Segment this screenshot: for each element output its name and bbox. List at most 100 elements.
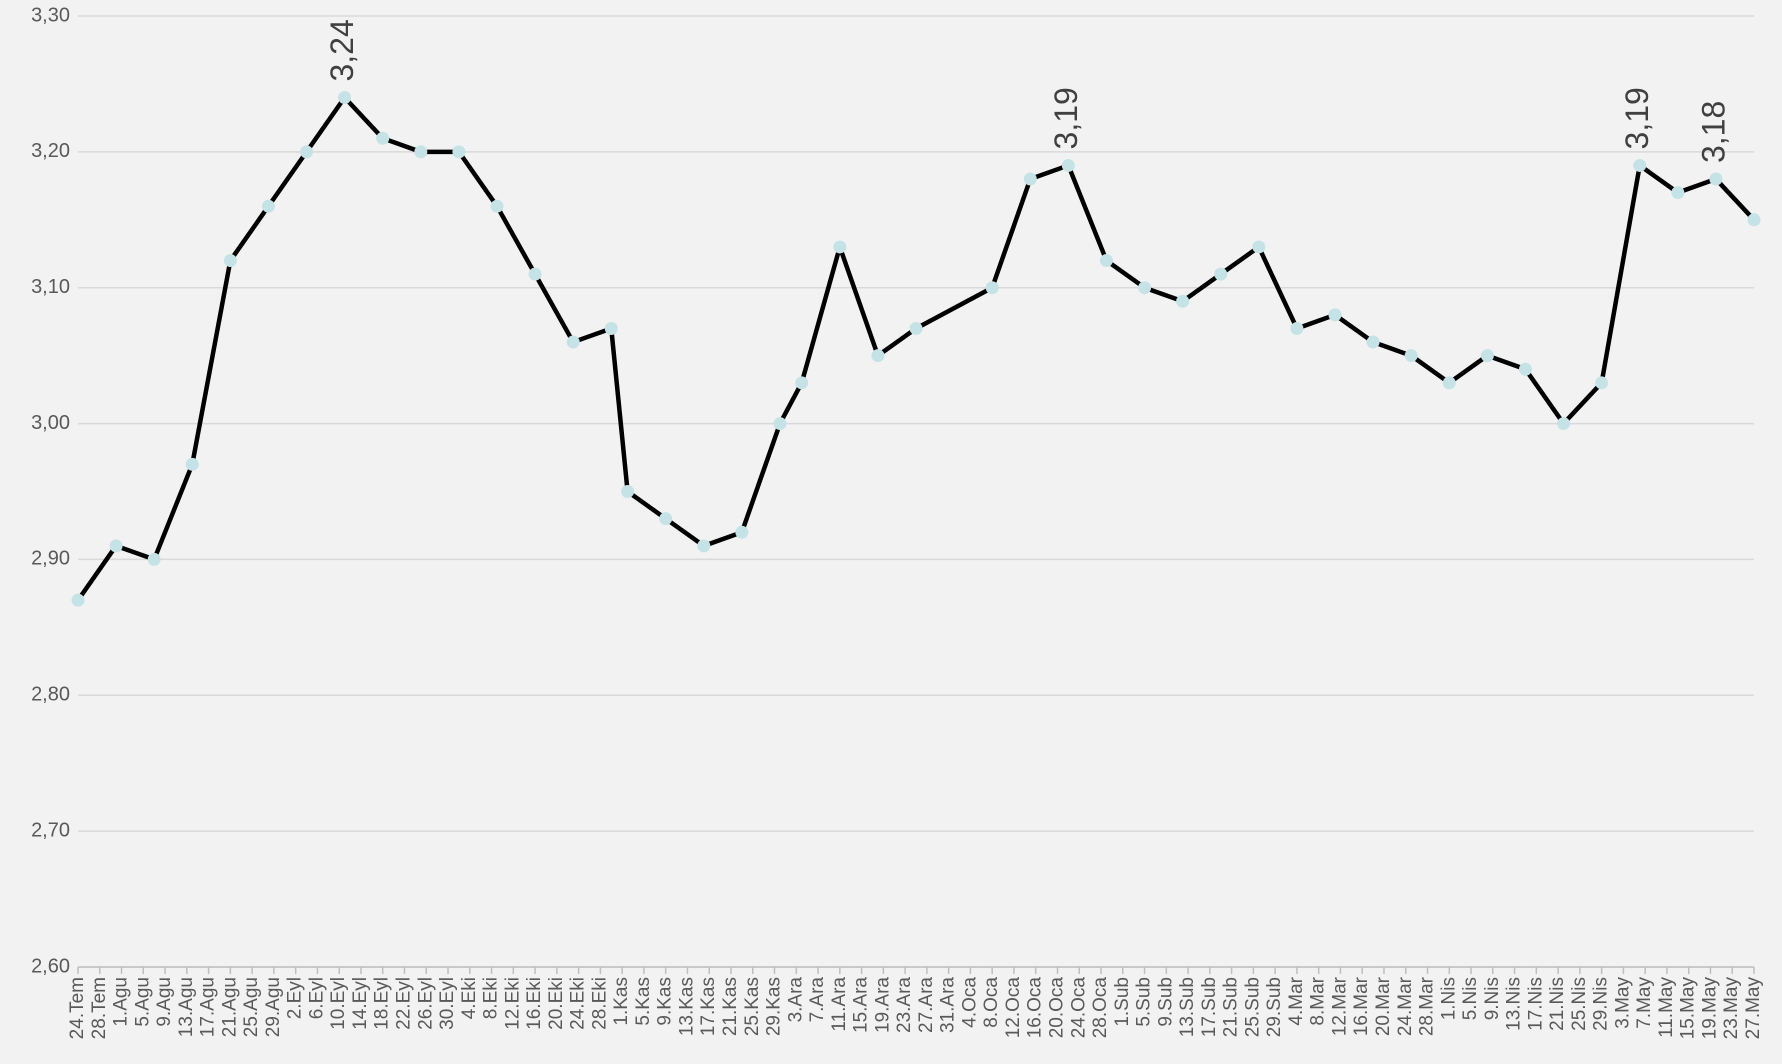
x-tick-label: 7.May [1634,977,1655,1029]
marker [909,321,923,335]
x-tick-label: 16.Oca [1025,977,1046,1039]
x-tick-label: 21.Agu [219,977,240,1037]
x-tick-label: 30.Eyl [437,977,458,1030]
x-tick-label: 27.May [1743,977,1764,1040]
x-tick-label: 17.Kas [698,977,719,1036]
x-tick-label: 5.Kas [633,977,654,1026]
x-tick-label: 25.Sub [1242,977,1263,1037]
x-tick-label: 16.Mar [1351,976,1372,1036]
x-tick-label: 11.Ara [829,977,850,1032]
x-tick-label: 4.Oca [959,977,980,1028]
x-tick-label: 3.May [1612,977,1633,1029]
marker [833,240,847,254]
marker [185,457,199,471]
marker [1328,308,1342,322]
x-tick-label: 1.Kas [611,977,632,1026]
x-tick-label: 9.Sub [1155,977,1176,1027]
x-tick-label: 3.Ara [785,977,806,1023]
x-tick-label: 29.Kas [764,977,785,1036]
x-tick-label: 1.Nis [1438,977,1459,1020]
x-tick-label: 28.Mar [1417,976,1438,1036]
data-label: 3,19 [1048,87,1084,149]
x-tick-label: 9.Agu [154,977,175,1027]
x-tick-label: 26.Eyl [415,977,436,1030]
x-tick-label: 13.Sub [1177,977,1198,1037]
marker [1252,240,1266,254]
x-tick-label: 16.Eki [524,977,545,1030]
marker [1023,172,1037,186]
x-tick-label: 27.Ara [916,977,937,1033]
marker [1290,321,1304,335]
marker [147,552,161,566]
x-tick-label: 12.Oca [1003,977,1024,1039]
x-tick-label: 15.Ara [851,977,872,1033]
marker [1480,349,1494,363]
x-tick-label: 29.Agu [263,977,284,1037]
x-tick-label: 13.Kas [676,977,697,1036]
x-tick-label: 19.May [1699,977,1720,1040]
x-tick-label: 8.Oca [981,977,1002,1028]
marker [338,91,352,105]
data-label: 3,24 [324,19,360,81]
x-tick-label: 5.Agu [132,977,153,1027]
x-tick-label: 24.Oca [1068,977,1089,1039]
x-tick-label: 29.Sub [1264,977,1285,1037]
x-tick-label: 17.Agu [198,977,219,1037]
data-label: 3,19 [1619,87,1655,149]
x-tick-label: 17.Sub [1199,977,1220,1037]
x-tick-label: 25.Kas [742,977,763,1036]
x-tick-label: 23.Ara [894,977,915,1033]
y-tick-label: 3,10 [31,276,70,298]
x-tick-label: 14.Eyl [350,977,371,1030]
x-tick-label: 5.Sub [1134,977,1155,1027]
x-tick-label: 20.Mar [1373,976,1394,1036]
x-tick-label: 11.May [1656,977,1677,1038]
marker [1671,186,1685,200]
marker [1404,349,1418,363]
marker [300,145,314,159]
x-tick-label: 24.Mar [1395,976,1416,1036]
x-tick-label: 31.Ara [938,977,959,1033]
x-tick-label: 6.Eyl [306,977,327,1019]
marker [773,417,787,431]
x-tick-label: 19.Ara [872,977,893,1033]
y-tick-label: 2,60 [31,955,70,977]
x-tick-label: 13.Nis [1504,977,1525,1031]
x-tick-label: 21.Sub [1221,977,1242,1037]
x-tick-label: 20.Eki [546,977,567,1030]
marker [1176,294,1190,308]
x-tick-label: 20.Oca [1046,977,1067,1039]
x-tick-label: 28.Oca [1090,977,1111,1039]
line [76,95,1756,602]
y-tick-label: 3,00 [31,412,70,434]
y-tick-label: 3,30 [31,4,70,26]
x-tick-label: 7.Ara [807,977,828,1023]
x-tick-label: 2.Eyl [285,977,306,1019]
x-tick-label: 10.Eyl [328,977,349,1030]
x-tick-label: 24.Tem [67,977,88,1039]
marker [697,539,711,553]
x-tick-label: 21.Kas [720,977,741,1036]
x-tick-label: 25.Agu [241,977,262,1037]
marker [795,376,809,390]
marker [871,349,885,363]
x-tick-label: 28.Eki [589,977,610,1030]
x-tick-label: 8.Mar [1308,976,1329,1025]
y-tick-label: 2,80 [31,684,70,706]
marker [261,199,275,213]
marker [566,335,580,349]
x-tick-label: 23.May [1721,977,1742,1040]
x-tick-label: 8.Eki [481,977,502,1019]
x-tick-label: 18.Eyl [372,977,393,1030]
marker [1709,172,1723,186]
marker [1138,281,1152,295]
marker [528,267,542,281]
x-tick-label: 5.Nis [1460,977,1481,1020]
x-tick-label: 1.Sub [1112,977,1133,1027]
x-tick-label: 29.Nis [1591,977,1612,1031]
marker [604,321,618,335]
x-tick-label: 15.May [1678,977,1699,1040]
x-tick-label: 9.Kas [655,977,676,1026]
